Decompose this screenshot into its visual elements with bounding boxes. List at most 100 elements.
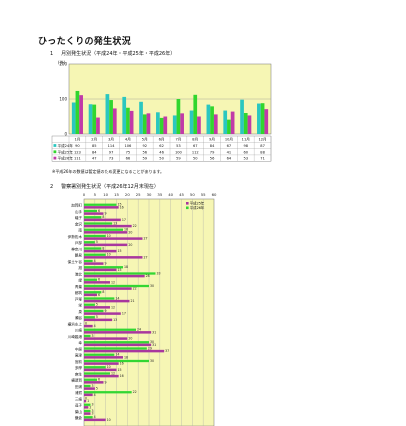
- chart2-category-label: 横浜水上: [68, 321, 83, 326]
- chart1-table-value: 75: [126, 150, 131, 154]
- chart2-category-label: 南: [78, 228, 82, 233]
- chart2-data-label: 31: [152, 343, 156, 347]
- chart2-bar-2013: [84, 241, 95, 244]
- chart2-bar-2014: [84, 299, 130, 303]
- chart1-table-value: 66: [126, 157, 131, 161]
- chart1-table-value: 47: [92, 157, 97, 161]
- chart2-data-label: 3: [92, 403, 94, 407]
- chart2-xtick-label: 25: [136, 192, 141, 197]
- chart2-data-label: 9: [105, 262, 107, 266]
- chart1-category-label: 8月: [192, 137, 198, 142]
- chart2-bar-2013: [84, 416, 93, 419]
- chart2-bar-2014: [84, 387, 95, 390]
- chart1-bar: [260, 103, 265, 134]
- chart2-data-label: 17: [122, 312, 126, 316]
- chart1-category-label: 2月: [91, 137, 97, 142]
- chart2-data-label: 4: [94, 259, 96, 263]
- chart1-table-value: 60: [243, 150, 248, 154]
- chart2-category-label: 高津: [75, 353, 83, 358]
- chart1-category-label: 5月: [142, 137, 148, 142]
- chart2-data-label: 20: [128, 243, 132, 247]
- chart2-data-label: 10: [107, 365, 111, 369]
- chart2-bar-2014: [84, 356, 123, 359]
- chart1-bar: [247, 115, 252, 134]
- chart2-category-label: 伊勢佐木: [68, 234, 83, 239]
- chart1-bar: [79, 95, 83, 134]
- chart2-category-label: 川崎臨港: [68, 334, 83, 339]
- chart1-bar: [230, 111, 235, 134]
- chart1-table-value: 50: [193, 157, 198, 161]
- chart2-data-label: 15: [118, 203, 122, 207]
- chart1-table-value: 90: [75, 144, 80, 148]
- chart2-data-label: 28: [146, 274, 150, 278]
- chart2-data-label: 27: [144, 237, 148, 241]
- chart2-data-label: 4: [94, 415, 96, 419]
- chart2-xtick-label: 0: [83, 192, 86, 197]
- chart2-category-label: 田浦: [75, 384, 83, 389]
- chart2-xtick-label: 50: [190, 192, 195, 197]
- chart1-table-value: 88: [260, 150, 265, 154]
- chart2-category-label: 鶴見: [75, 253, 83, 258]
- chart2-bar-2014: [84, 281, 110, 284]
- chart2-data-label: 4: [94, 393, 96, 397]
- chart2-data-label: 8: [102, 246, 104, 250]
- chart2-bar-2013: [84, 222, 113, 225]
- chart2-category-label: 青葉: [75, 284, 83, 289]
- chart2-bar-2013: [84, 291, 102, 294]
- chart1-table-value: 67: [193, 144, 198, 148]
- chart1-table-value: 79: [210, 150, 215, 154]
- chart1-bar: [112, 108, 117, 134]
- chart2-bar-2014: [84, 287, 132, 290]
- chart2-data-label: 6: [98, 278, 100, 282]
- chart2-bar-2014: [84, 324, 93, 328]
- chart1-bar: [109, 100, 113, 134]
- chart2-xtick-label: 45: [179, 192, 184, 197]
- chart2-category-label: 浦賀: [75, 390, 83, 395]
- chart2-data-label: 15: [118, 268, 122, 272]
- chart1-bar: [210, 106, 214, 134]
- chart2-data-label: 17: [122, 218, 126, 222]
- chart1-category-label: 7月: [175, 137, 181, 142]
- chart1-table-value: 85: [92, 144, 97, 148]
- chart1-bar: [88, 104, 93, 134]
- chart2-bar-2014: [84, 368, 117, 372]
- chart1-category-label: 12月: [258, 137, 266, 142]
- chart2-data-label: 8: [102, 215, 104, 219]
- chart1-table-value: 123: [74, 150, 81, 154]
- chart2-bar-2013: [84, 403, 91, 406]
- chart1-table-value: 111: [74, 157, 81, 161]
- chart2-bar-2014: [84, 374, 119, 378]
- chart1-bar: [92, 104, 97, 134]
- chart2-data-label: 10: [107, 418, 111, 422]
- chart2-category-label: 鎌倉: [75, 415, 83, 420]
- chart2-bar-2013: [84, 309, 104, 313]
- chart2-bar-2014: [84, 306, 110, 309]
- chart2-bar-2014: [84, 206, 119, 209]
- section1-title: 月別発生状況（平成24年・平成25年・平成26年）: [61, 51, 176, 57]
- chart1-table-value: 92: [142, 144, 147, 148]
- chart2-bar-2013: [84, 359, 149, 363]
- chart1-bar: [206, 104, 211, 134]
- chart1-table-value: 53: [176, 144, 181, 148]
- chart1-table-value: 46: [159, 150, 164, 154]
- chart1-table-value: 50: [159, 157, 164, 161]
- chart2-category-label: 港北: [75, 271, 83, 276]
- chart1-bar: [176, 99, 181, 134]
- chart2-data-label: 27: [144, 255, 148, 259]
- chart2-category-label: 神奈川: [71, 246, 82, 251]
- chart1-bar: [75, 90, 80, 134]
- chart2-bar-2013: [84, 384, 91, 388]
- chart2-data-label: 30: [150, 284, 154, 288]
- chart2-bar-2013: [84, 234, 106, 238]
- chart2-bar-2013: [84, 272, 156, 275]
- chart2-bar-2014: [84, 256, 143, 259]
- chart1-table-value: 106: [124, 144, 132, 148]
- chart2-category-label: 多摩: [75, 365, 83, 370]
- chart2-category-label: 栄: [78, 303, 82, 308]
- chart2-bar-2013: [84, 284, 149, 288]
- page-title: ひったくりの発生状況: [38, 37, 132, 47]
- chart2-bar-2014: [84, 224, 132, 228]
- chart1-table-value: 100: [175, 150, 183, 154]
- chart1-bar: [142, 114, 147, 134]
- chart1-bar: [264, 109, 269, 134]
